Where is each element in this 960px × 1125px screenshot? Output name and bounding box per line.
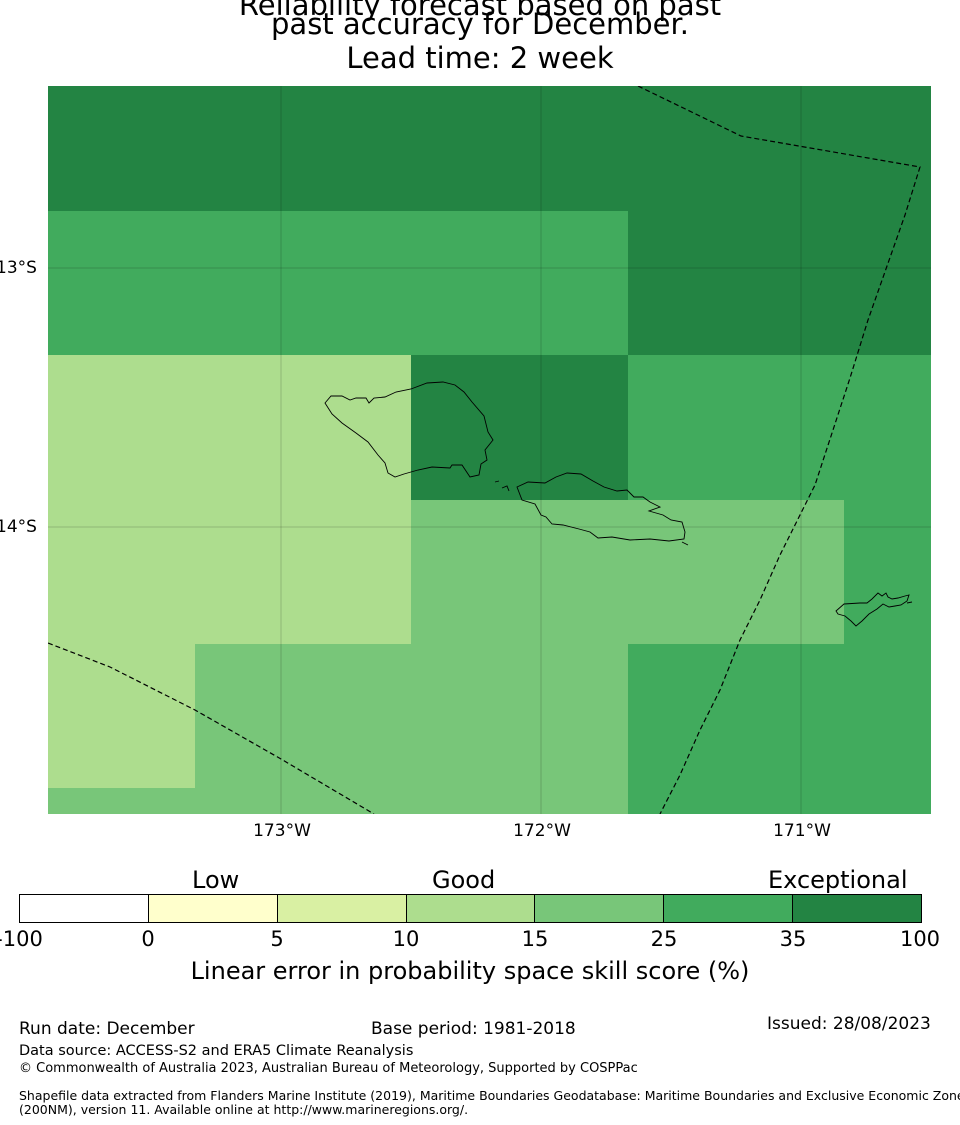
colorbar-label: Linear error in probability space skill … — [190, 957, 750, 985]
coastline-tutuila — [835, 592, 910, 627]
grid-cell — [48, 788, 195, 814]
grid-cell — [628, 644, 931, 814]
lon-label-172w: 172°W — [513, 821, 571, 841]
shapefile-credit-line-1: Shapefile data extracted from Flanders M… — [19, 1088, 960, 1103]
grid-cell — [195, 644, 628, 814]
coastline-tutuila-islet — [906, 601, 913, 604]
colorbar-segment — [793, 895, 922, 922]
grid-cell — [48, 355, 411, 644]
grid-cell — [628, 211, 931, 355]
coastlines — [324, 381, 913, 627]
colorbar-tick: 15 — [521, 927, 549, 951]
colorbar-tick: 100 — [899, 927, 941, 951]
title-line-2: past accuracy for December. — [271, 7, 689, 41]
lon-label-171w: 171°W — [773, 821, 831, 841]
legend-category-exceptional: Exceptional — [768, 866, 908, 894]
grid-cell — [411, 500, 844, 644]
colorbar-tick: -100 — [0, 927, 43, 951]
grid-cell — [844, 500, 931, 644]
grid-cell — [628, 355, 931, 500]
colorbar-segment — [664, 895, 794, 922]
copyright: © Commonwealth of Australia 2023, Austra… — [19, 1061, 638, 1076]
colorbar-tick: 5 — [270, 927, 284, 951]
colorbar-segment — [20, 895, 149, 922]
colorbar-tick: 10 — [392, 927, 420, 951]
lon-label-173w: 173°W — [253, 821, 311, 841]
grid-cell — [411, 355, 628, 500]
colorbar-tick: 0 — [141, 927, 155, 951]
run-date: Run date: December — [19, 1019, 195, 1039]
shapefile-credit-line-2: (200NM), version 11. Available online at… — [19, 1102, 469, 1117]
coastline-upolu — [516, 472, 686, 542]
issued-date: Issued: 28/08/2023 — [767, 1014, 931, 1034]
data-source: Data source: ACCESS-S2 and ERA5 Climate … — [19, 1043, 414, 1059]
skill-grid — [48, 86, 931, 814]
grid-cell — [48, 211, 628, 355]
coastline-savaii — [324, 381, 494, 478]
coastline-manono — [494, 480, 510, 492]
graticule — [48, 86, 931, 814]
colorbar-segment — [277, 895, 407, 922]
colorbar-segment — [148, 895, 278, 922]
title-line-3: Lead time: 2 week — [346, 41, 614, 75]
colorbar-tick: 35 — [779, 927, 807, 951]
lat-label-13s: 13°S — [0, 258, 37, 278]
coastline-upolu-tip — [681, 541, 689, 546]
eez-boundary — [48, 86, 921, 814]
lat-label-14s: 14°S — [0, 517, 37, 537]
skill-map — [48, 86, 931, 814]
title-line-1: Reliability forecast based on past — [238, 0, 722, 22]
colorbar-segment — [406, 895, 536, 922]
legend-category-good: Good — [432, 866, 496, 894]
legend-category-low: Low — [192, 866, 240, 894]
colorbar — [19, 894, 922, 923]
colorbar-segment — [535, 895, 665, 922]
colorbar-tick: 25 — [650, 927, 678, 951]
grid-cell — [48, 644, 195, 788]
grid-cell — [48, 86, 931, 211]
base-period: Base period: 1981-2018 — [371, 1019, 576, 1039]
